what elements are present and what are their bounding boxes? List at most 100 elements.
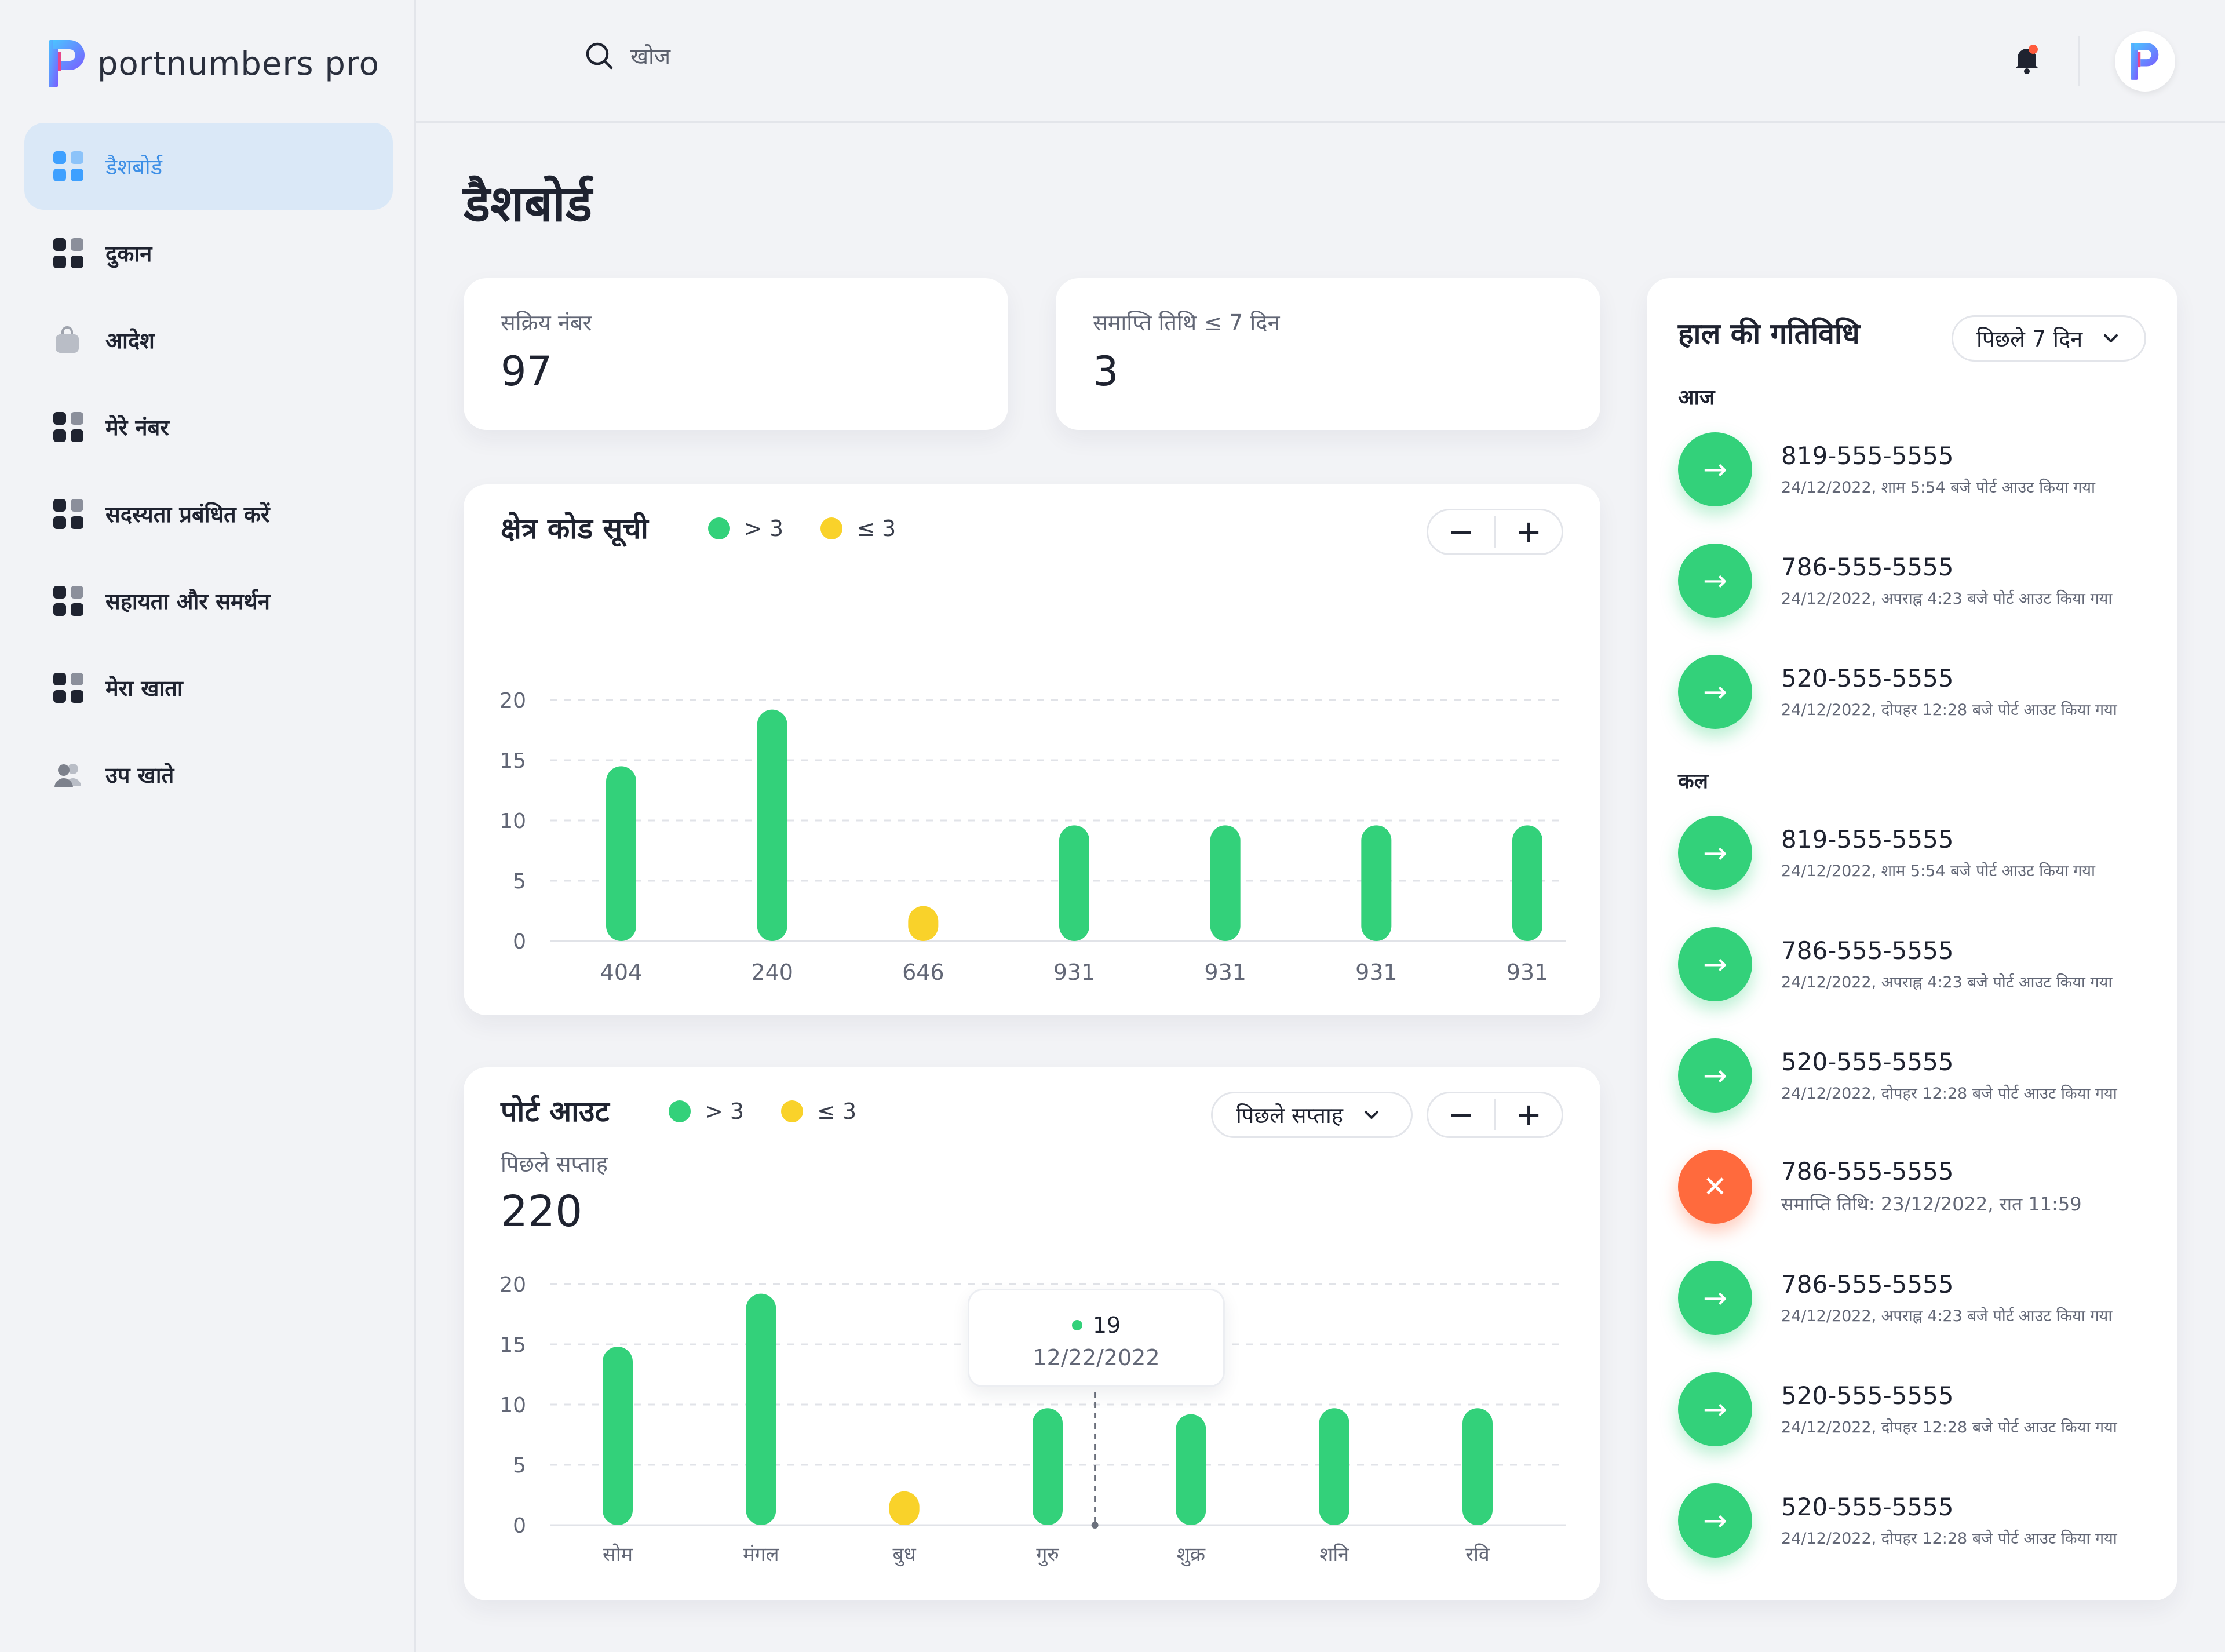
- chart-bar[interactable]: [889, 1491, 920, 1525]
- activity-title: हाल की गतिविधि: [1678, 317, 1860, 351]
- search-input[interactable]: खोज: [584, 41, 670, 71]
- zoom-out-button[interactable]: −: [1428, 510, 1494, 553]
- sidebar-item-help[interactable]: सहायता और समर्थन: [24, 557, 393, 644]
- chart-bar[interactable]: [1210, 825, 1241, 941]
- legend-label: > 3: [705, 1099, 745, 1124]
- port-out-bar-chart: 0 5 10 15 20 सोम मंगल बुध गुरु शुक्र शनि रवि: [499, 1273, 1566, 1567]
- activity-text: 786-555-5555 24/12/2022, अपराह्न 4:23 बजे…: [1781, 936, 2112, 992]
- activity-item[interactable]: → 520-555-5555 24/12/2022, दोपहर 12:28 बजे…: [1678, 1035, 2117, 1116]
- chart-title: क्षेत्र कोड सूची: [501, 512, 648, 545]
- chart-bar[interactable]: [1512, 825, 1542, 941]
- stat-value: 3: [1093, 348, 1119, 395]
- y-tick-label: 0: [513, 1514, 526, 1538]
- arrow-right-icon: →: [1678, 544, 1752, 618]
- chart-bar[interactable]: [1361, 825, 1392, 941]
- chart-bar[interactable]: [1462, 1408, 1493, 1525]
- sidebar-item-sub-accounts[interactable]: उप खाते: [24, 731, 393, 818]
- page-title: डैशबोर्ड: [464, 175, 592, 233]
- activity-number: 786-555-5555: [1781, 553, 1954, 581]
- chart-bar[interactable]: [1059, 825, 1089, 941]
- y-tick-label: 5: [513, 1454, 526, 1478]
- topbar-divider: [2078, 36, 2080, 86]
- activity-range-select[interactable]: पिछले 7 दिन: [1952, 315, 2146, 362]
- activity-description: 24/12/2022, अपराह्न 4:23 बजे पोर्ट आउट क…: [1781, 1307, 2113, 1325]
- area-code-bar-chart: 0 5 10 15 20 404 240 646 931 931 931 931: [499, 689, 1566, 985]
- sidebar-item-label: सहायता और समर्थन: [105, 589, 270, 614]
- sidebar-item-my-account[interactable]: मेरा खाता: [24, 644, 393, 731]
- grid-icon: [53, 151, 83, 181]
- y-tick-label: 20: [499, 1273, 526, 1297]
- activity-item[interactable]: → 786-555-5555 24/12/2022, अपराह्न 4:23 बज…: [1678, 540, 2112, 621]
- activity-number: 520-555-5555: [1781, 1493, 1954, 1521]
- chart-tooltip: 19 12/22/2022: [968, 1289, 1225, 1387]
- sidebar-item-shop[interactable]: दुकान: [24, 210, 393, 297]
- legend-label: ≤ 3: [856, 516, 896, 541]
- activity-text: 819-555-5555 24/12/2022, शाम 5:54 बजे पोर…: [1781, 442, 2095, 497]
- legend-dot-green: [708, 517, 730, 539]
- chart-bar[interactable]: [1033, 1408, 1063, 1525]
- chart-bar[interactable]: [1176, 1414, 1206, 1525]
- activity-item[interactable]: → 819-555-5555 24/12/2022, शाम 5:54 बजे पो…: [1678, 812, 2095, 894]
- activity-text: 819-555-5555 24/12/2022, शाम 5:54 बजे पोर…: [1781, 825, 2095, 881]
- sidebar-item-label: डैशबोर्ड: [105, 154, 163, 180]
- sidebar-item-subscription[interactable]: सदस्यता प्रबंधित करें: [24, 471, 393, 557]
- sidebar-item-label: उप खाते: [105, 763, 174, 788]
- chart-legend: > 3 ≤ 3: [669, 1099, 856, 1124]
- arrow-right-icon: →: [1678, 1372, 1752, 1446]
- activity-number: 520-555-5555: [1781, 1048, 1954, 1076]
- sidebar-item-orders[interactable]: आदेश: [24, 297, 393, 384]
- activity-text: 520-555-5555 24/12/2022, दोपहर 12:28 बजे …: [1781, 1381, 2117, 1437]
- chart-bar[interactable]: [606, 766, 636, 941]
- x-tick-label: 931: [1355, 960, 1398, 985]
- activity-number: 786-555-5555: [1781, 1157, 1954, 1186]
- arrow-right-icon: →: [1678, 927, 1752, 1001]
- zoom-in-button[interactable]: +: [1496, 510, 1562, 553]
- sidebar: portnumbers pro डैशबोर्ड दुकान आदेश मेरे…: [0, 0, 416, 1652]
- users-icon: [54, 764, 81, 787]
- zoom-control: − +: [1427, 1092, 1563, 1138]
- stat-card-active-numbers: सक्रिय नंबर 97: [464, 278, 1008, 430]
- recent-activity-panel: हाल की गतिविधि पिछले 7 दिन आज → 819-555-55…: [1647, 278, 2177, 1600]
- activity-description: 24/12/2022, दोपहर 12:28 बजे पोर्ट आउट कि…: [1781, 1085, 2117, 1103]
- activity-text: 786-555-5555 समाप्ति तिथि: 23/12/2022, रा…: [1781, 1157, 2082, 1216]
- activity-description: समाप्ति तिथि: 23/12/2022, रात 11:59: [1781, 1193, 2082, 1215]
- activity-item[interactable]: → 819-555-5555 24/12/2022, शाम 5:54 बजे पो…: [1678, 429, 2095, 510]
- chart-bar[interactable]: [1319, 1408, 1349, 1525]
- x-tick-label: 931: [1053, 960, 1096, 985]
- activity-item[interactable]: → 786-555-5555 24/12/2022, अपराह्न 4:23 बज…: [1678, 924, 2112, 1005]
- arrow-right-icon: →: [1678, 432, 1752, 506]
- activity-item[interactable]: → 520-555-5555 24/12/2022, दोपहर 12:28 बजे…: [1678, 1480, 2117, 1561]
- brand-logo[interactable]: portnumbers pro: [46, 35, 380, 93]
- activity-item[interactable]: → 520-555-5555 24/12/2022, दोपहर 12:28 बजे…: [1678, 1369, 2117, 1450]
- activity-item[interactable]: → 520-555-5555 24/12/2022, दोपहर 12:28 बजे…: [1678, 651, 2117, 732]
- brand-name: portnumbers pro: [97, 45, 380, 83]
- tooltip-dot: [1071, 1320, 1082, 1330]
- zoom-control: − +: [1427, 509, 1563, 555]
- legend-dot-green: [669, 1100, 691, 1122]
- y-tick-label: 15: [499, 1333, 526, 1357]
- zoom-out-button[interactable]: −: [1428, 1093, 1494, 1136]
- period-label: पिछले सप्ताह: [501, 1151, 608, 1177]
- chart-bar[interactable]: [908, 906, 939, 941]
- chart-legend: > 3 ≤ 3: [708, 516, 896, 541]
- chart-bar[interactable]: [603, 1347, 633, 1525]
- range-select[interactable]: पिछले सप्ताह: [1211, 1092, 1413, 1138]
- y-tick-label: 5: [513, 870, 526, 894]
- bell-icon[interactable]: [2014, 44, 2040, 75]
- chevron-down-icon: [1364, 1111, 1378, 1119]
- stat-label: सक्रिय नंबर: [501, 310, 592, 335]
- sidebar-item-dashboard[interactable]: डैशबोर्ड: [24, 123, 393, 210]
- chart-bar[interactable]: [746, 1293, 776, 1525]
- activity-item[interactable]: ✕ 786-555-5555 समाप्ति तिथि: 23/12/2022, र…: [1678, 1146, 2082, 1227]
- activity-text: 520-555-5555 24/12/2022, दोपहर 12:28 बजे …: [1781, 664, 2117, 720]
- activity-number: 520-555-5555: [1781, 664, 1954, 692]
- zoom-in-button[interactable]: +: [1496, 1093, 1562, 1136]
- topbar: खोज: [416, 0, 2225, 123]
- chart-bar[interactable]: [757, 709, 787, 941]
- sidebar-item-my-numbers[interactable]: मेरे नंबर: [24, 384, 393, 471]
- activity-item[interactable]: → 786-555-5555 24/12/2022, अपराह्न 4:23 बज…: [1678, 1257, 2112, 1339]
- grid-icon: [53, 586, 83, 616]
- range-select-value: पिछले 7 दिन: [1976, 326, 2083, 352]
- avatar[interactable]: [2115, 31, 2175, 92]
- x-tick-label: रवि: [1465, 1543, 1490, 1566]
